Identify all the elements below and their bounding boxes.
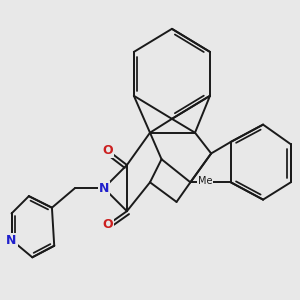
Text: N: N [6,233,17,247]
Text: Me: Me [198,176,212,186]
Text: O: O [102,218,112,232]
Text: N: N [99,182,109,195]
Text: O: O [102,143,112,157]
